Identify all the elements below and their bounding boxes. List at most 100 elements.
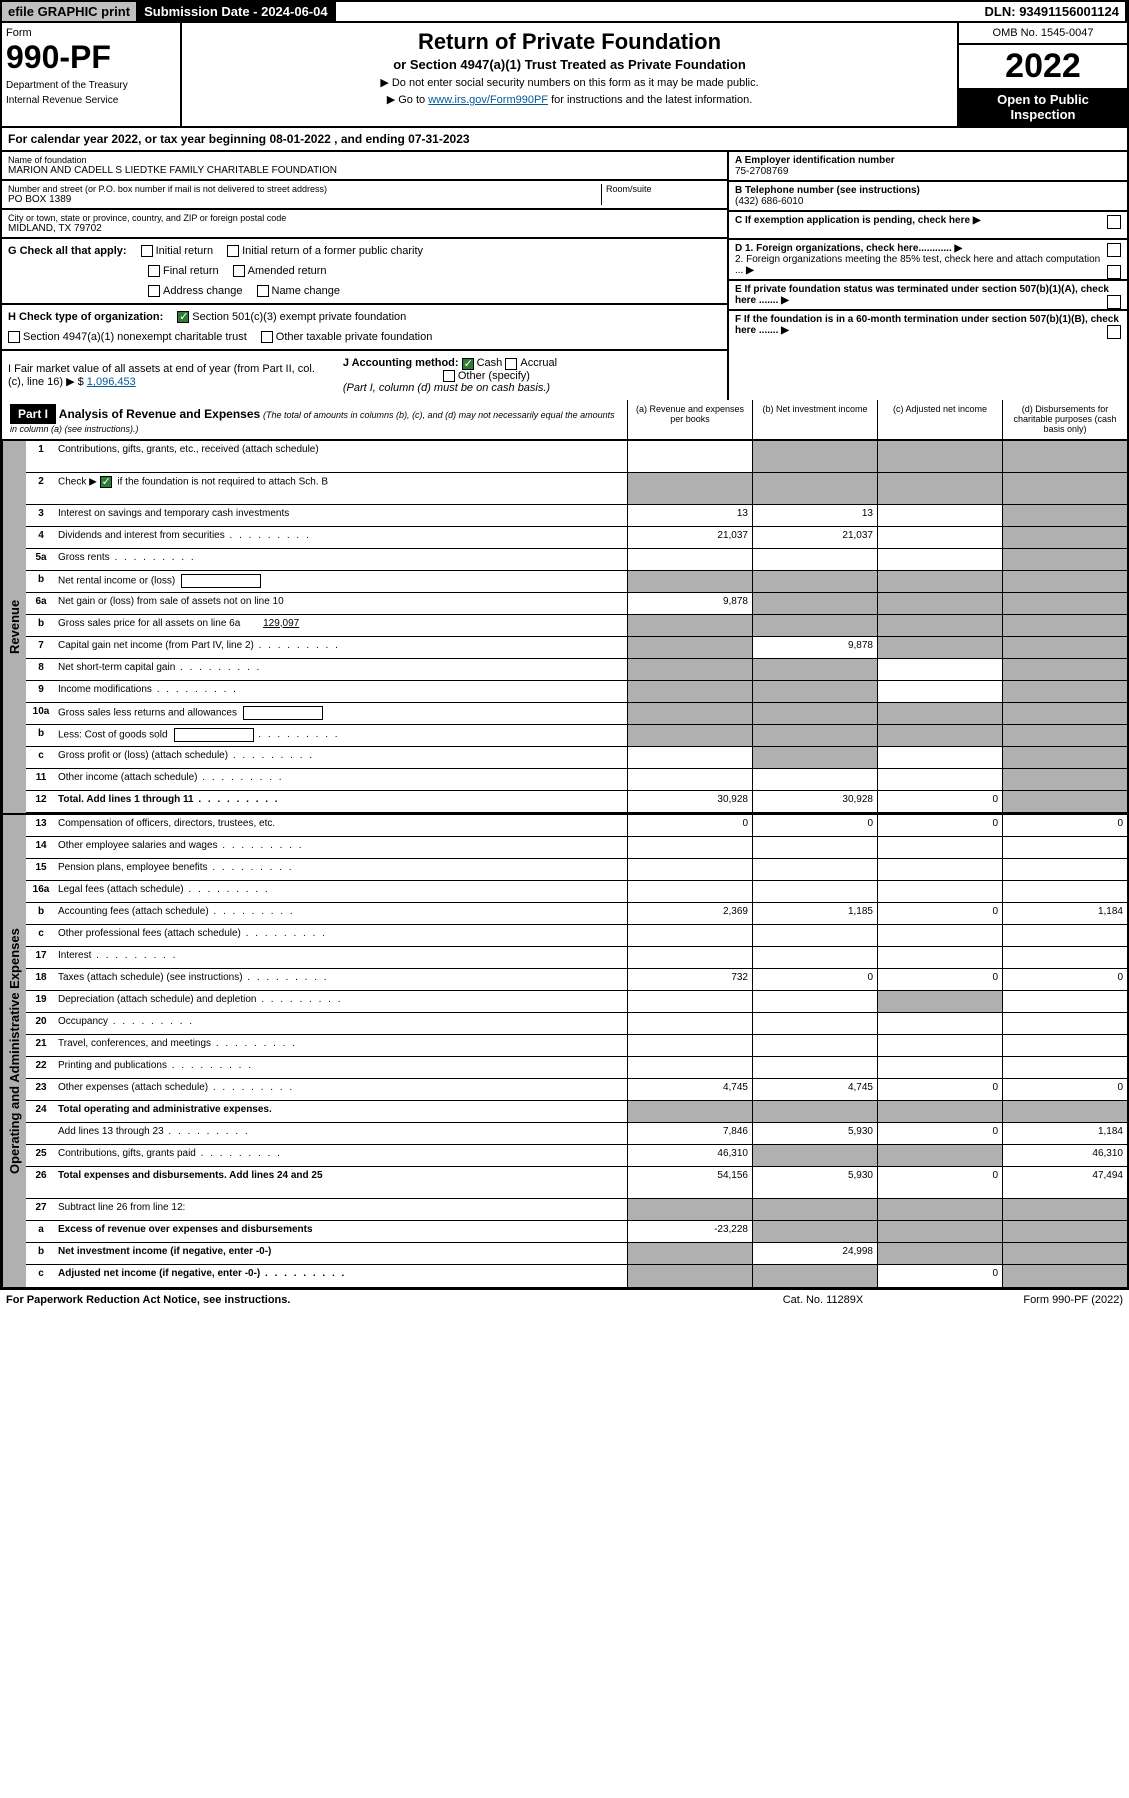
cb-initial-former[interactable]: [227, 245, 239, 257]
cb-d2[interactable]: [1107, 265, 1121, 279]
inst2-pre: ▶ Go to: [387, 94, 428, 106]
address-value: PO BOX 1389: [8, 194, 601, 205]
r24c: 0: [877, 1123, 1002, 1144]
ein-label: A Employer identification number: [735, 155, 895, 166]
h3-label: Other taxable private foundation: [276, 331, 433, 343]
col-a-header: (a) Revenue and expenses per books: [627, 400, 752, 439]
r27cc: 0: [877, 1265, 1002, 1287]
r22: Printing and publications: [56, 1057, 627, 1078]
r4b: 21,037: [752, 527, 877, 548]
i-label: I Fair market value of all assets at end…: [8, 363, 315, 388]
r13: Compensation of officers, directors, tru…: [56, 815, 627, 836]
r2: Check ▶ if the foundation is not require…: [56, 473, 627, 504]
r7: Capital gain net income (from Part IV, l…: [56, 637, 627, 658]
inst2-post: for instructions and the latest informat…: [548, 94, 752, 106]
r23: Other expenses (attach schedule): [56, 1079, 627, 1100]
foundation-name: MARION AND CADELL S LIEDTKE FAMILY CHARI…: [8, 165, 721, 176]
j-label: J Accounting method:: [343, 357, 459, 369]
dln-label: DLN: 93491156001124: [979, 2, 1127, 21]
r13d: 0: [1002, 815, 1127, 836]
dept-label: Department of the Treasury: [6, 80, 176, 91]
r24b-line: Add lines 13 through 23: [56, 1123, 627, 1144]
r10a: Gross sales less returns and allowances: [56, 703, 627, 724]
r26d: 47,494: [1002, 1167, 1127, 1198]
j2-label: Accrual: [520, 357, 557, 369]
r10b: Less: Cost of goods sold: [56, 725, 627, 746]
address-label: Number and street (or P.O. box number if…: [8, 184, 601, 194]
top-bar: efile GRAPHIC print Submission Date - 20…: [0, 0, 1129, 23]
calendar-year-line: For calendar year 2022, or tax year begi…: [0, 128, 1129, 152]
form-label: Form: [6, 27, 176, 39]
r27b: Net investment income (if negative, ente…: [56, 1243, 627, 1264]
j1-label: Cash: [477, 357, 503, 369]
tel-value: (432) 686-6010: [735, 196, 803, 207]
r12c: 0: [877, 791, 1002, 812]
r12b: 30,928: [752, 791, 877, 812]
r27c: Adjusted net income (if negative, enter …: [56, 1265, 627, 1287]
r26b: 5,930: [752, 1167, 877, 1198]
cb-schb[interactable]: [100, 476, 112, 488]
r26c: 0: [877, 1167, 1002, 1198]
omb-number: OMB No. 1545-0047: [959, 23, 1127, 45]
ein-value: 75-2708769: [735, 166, 788, 177]
room-label: Room/suite: [606, 184, 721, 194]
cb-address-change[interactable]: [148, 285, 160, 297]
cb-final-return[interactable]: [148, 265, 160, 277]
cb-f[interactable]: [1107, 325, 1121, 339]
instruction-2: ▶ Go to www.irs.gov/Form990PF for instru…: [202, 93, 937, 106]
irs-label: Internal Revenue Service: [6, 95, 176, 106]
instruction-1: ▶ Do not enter social security numbers o…: [202, 76, 937, 89]
cb-name-change[interactable]: [257, 285, 269, 297]
cb-other-taxable[interactable]: [261, 331, 273, 343]
r6b: Gross sales price for all assets on line…: [56, 615, 627, 636]
form-title: Return of Private Foundation: [202, 29, 937, 55]
cb-4947[interactable]: [8, 331, 20, 343]
tel-label: B Telephone number (see instructions): [735, 185, 920, 196]
form990pf-link[interactable]: www.irs.gov/Form990PF: [428, 94, 548, 106]
r19: Depreciation (attach schedule) and deple…: [56, 991, 627, 1012]
r16bc: 0: [877, 903, 1002, 924]
tax-year: 2022: [959, 45, 1127, 88]
r23b: 4,745: [752, 1079, 877, 1100]
submission-date: Submission Date - 2024-06-04: [138, 2, 336, 21]
h1-label: Section 501(c)(3) exempt private foundat…: [192, 311, 406, 323]
r16c: Other professional fees (attach schedule…: [56, 925, 627, 946]
r13c: 0: [877, 815, 1002, 836]
h2-label: Section 4947(a)(1) nonexempt charitable …: [23, 331, 247, 343]
city-label: City or town, state or province, country…: [8, 213, 721, 223]
r5a: Gross rents: [56, 549, 627, 570]
efile-print-button[interactable]: efile GRAPHIC print: [2, 2, 138, 21]
col-d-header: (d) Disbursements for charitable purpose…: [1002, 400, 1127, 439]
g2-label: Initial return of a former public charit…: [242, 245, 423, 257]
r4a: 21,037: [627, 527, 752, 548]
r10c: Gross profit or (loss) (attach schedule): [56, 747, 627, 768]
r24bv: 5,930: [752, 1123, 877, 1144]
r16ba: 2,369: [627, 903, 752, 924]
r13b: 0: [752, 815, 877, 836]
r27: Subtract line 26 from line 12:: [56, 1199, 627, 1220]
j-note: (Part I, column (d) must be on cash basi…: [343, 382, 550, 394]
r26: Total expenses and disbursements. Add li…: [56, 1167, 627, 1198]
cb-c[interactable]: [1107, 215, 1121, 229]
cb-amended[interactable]: [233, 265, 245, 277]
cb-501c3[interactable]: [177, 311, 189, 323]
f-label: F If the foundation is in a 60-month ter…: [735, 314, 1119, 336]
cb-d1[interactable]: [1107, 243, 1121, 257]
d2-label: 2. Foreign organizations meeting the 85%…: [735, 254, 1100, 276]
city-value: MIDLAND, TX 79702: [8, 223, 721, 234]
col-c-header: (c) Adjusted net income: [877, 400, 1002, 439]
footer-mid: Cat. No. 11289X: [723, 1294, 923, 1306]
cb-e[interactable]: [1107, 295, 1121, 309]
cb-cash[interactable]: [462, 358, 474, 370]
cb-initial-return[interactable]: [141, 245, 153, 257]
part1-title: Analysis of Revenue and Expenses: [59, 407, 260, 421]
fmv-value[interactable]: 1,096,453: [87, 376, 136, 388]
r27aa: -23,228: [627, 1221, 752, 1242]
cb-other-method[interactable]: [443, 370, 455, 382]
r16bd: 1,184: [1002, 903, 1127, 924]
c-label: C If exemption application is pending, c…: [735, 215, 970, 226]
open-to-public: Open to Public Inspection: [959, 88, 1127, 126]
r23c: 0: [877, 1079, 1002, 1100]
cb-accrual[interactable]: [505, 358, 517, 370]
r7b: 9,878: [752, 637, 877, 658]
